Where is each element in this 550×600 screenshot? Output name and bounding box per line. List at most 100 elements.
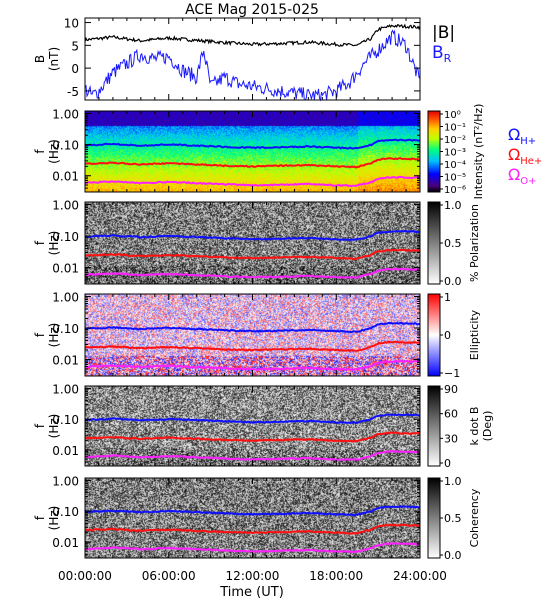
y-axis-label-line1: f	[33, 423, 47, 428]
legend-br-base: B	[432, 43, 444, 63]
y-tick-label: 10	[64, 17, 79, 31]
colorbar-tick-label: 0.5	[444, 237, 462, 250]
y-axis-label: f(Hz)	[33, 506, 61, 531]
x-tick-label: 00:00:00	[58, 569, 112, 583]
y-tick-label: 5	[71, 39, 79, 53]
y-tick-label: 1.00	[52, 474, 79, 488]
y-axis-label-line2: (nT)	[47, 47, 61, 71]
legend-br-sub: R	[444, 52, 452, 65]
y-axis-label-line1: f	[33, 332, 47, 337]
colorbar-tick-label: −1	[444, 367, 460, 380]
y-tick-label: 0.01	[52, 444, 79, 458]
legend-o-base: Ω	[508, 165, 520, 184]
y-axis-label-line1: f	[33, 515, 47, 520]
colorbar-label: Ellipticity	[468, 309, 481, 360]
legend-br: BR	[432, 43, 452, 65]
colorbar-tick-label: 60	[444, 408, 458, 421]
colorbar	[427, 293, 441, 377]
legend-o-plus: ΩO+	[508, 165, 536, 187]
colorbar-tick-label: 10⁻⁴	[444, 160, 466, 171]
y-tick-label: 0.10	[52, 413, 79, 427]
y-axis-label: f(Hz)	[33, 414, 61, 439]
y-tick-label: 0.01	[52, 170, 79, 184]
colorbar-tick-label: 0	[444, 329, 451, 342]
legend-h-base: Ω	[508, 125, 520, 144]
y-tick-label: 0.10	[52, 139, 79, 153]
legend-he-base: Ω	[508, 145, 520, 164]
y-tick-label: 0.01	[52, 354, 79, 368]
o-plus-gyrofrequency-line	[84, 175, 421, 188]
y-axis-label-line2: (Hz)	[47, 506, 61, 531]
colorbar-label: k dot B(Deg)	[468, 407, 494, 446]
spectrogram-image	[85, 478, 420, 558]
legend-h-sub: H+	[520, 136, 536, 147]
y-tick-label: 0.01	[52, 536, 79, 550]
he-plus-gyrofrequency-line	[84, 157, 421, 169]
he-plus-gyrofrequency-line	[84, 248, 421, 261]
y-tick-label: -5	[67, 85, 79, 99]
y-axis-label: f(Hz)	[33, 139, 61, 164]
colorbar-tick-label: 10⁰	[444, 110, 461, 121]
colorbar-label-line1: Ellipticity	[468, 309, 481, 360]
y-axis-label-line1: f	[33, 240, 47, 245]
y-axis-label-line2: (Hz)	[47, 139, 61, 164]
o-plus-gyrofrequency-line	[84, 542, 421, 554]
intensity-panel: 1.00 0.10 0.01 f(Hz) 10⁰ 10⁻¹10⁻² 10⁻³10⁻⁴ 10⁻⁵…	[33, 104, 485, 200]
colorbar-label: % Polarization	[468, 204, 481, 282]
colorbar	[427, 201, 441, 285]
colorbar-tick-label: 1.0	[444, 199, 462, 212]
y-axis-label-line2: (Hz)	[47, 323, 61, 348]
o-plus-gyrofrequency-line	[84, 359, 421, 371]
y-axis-label-line1: f	[33, 149, 47, 154]
y-axis-label-line1: B	[33, 55, 47, 63]
he-plus-gyrofrequency-line	[84, 340, 421, 353]
he-plus-gyrofrequency-line	[84, 523, 421, 535]
colorbar-label-line2: (Deg)	[481, 411, 494, 442]
colorbar	[427, 477, 441, 559]
y-tick-label: 0.01	[52, 262, 79, 276]
colorbar-label-line1: % Polarization	[468, 204, 481, 282]
legend-he-plus: ΩHe+	[508, 145, 542, 167]
legend-he-sub: He+	[520, 156, 542, 167]
colorbar-label-line1: Intensity (nT²/Hz)	[472, 104, 485, 200]
colorbar-label: Intensity (nT²/Hz)	[472, 104, 485, 200]
colorbar-tick-label: 10⁻³	[444, 148, 466, 159]
colorbar	[427, 110, 441, 193]
y-axis-label: f(Hz)	[33, 323, 61, 348]
kdotb-panel: 1.00 0.10 0.01 f(Hz) 90 60 30 0 k dot B(Deg)	[33, 382, 494, 470]
spectrogram-image	[85, 386, 420, 466]
colorbar-label-line1: k dot B	[468, 407, 481, 446]
y-tick-label: 1.00	[52, 290, 79, 304]
x-tick-label: 24:00:00	[393, 569, 447, 583]
chart-title: ACE Mag 2015-025	[185, 2, 319, 18]
colorbar-label-line1: Coherency	[468, 488, 481, 547]
y-tick-label: 1.00	[52, 107, 79, 121]
he-plus-gyrofrequency-line	[84, 431, 421, 443]
colorbar-tick-label: 10⁻²	[444, 135, 466, 146]
colorbar-tick-label: 1.0	[444, 475, 462, 488]
o-plus-gyrofrequency-line	[84, 267, 421, 280]
colorbar-tick-label: 10⁻⁶	[444, 185, 466, 196]
spectrogram-image	[85, 202, 420, 284]
x-tick-label: 06:00:00	[142, 569, 196, 583]
y-tick-label: 0.10	[52, 322, 79, 336]
colorbar-tick-label: 30	[444, 432, 458, 445]
colorbar-tick-label: 10⁻⁵	[444, 173, 466, 184]
h-plus-gyrofrequency-line	[84, 138, 421, 150]
h-plus-gyrofrequency-line	[84, 321, 421, 333]
y-tick-label: 1.00	[52, 198, 79, 212]
colorbar-tick-label: 0.5	[444, 512, 462, 525]
y-tick-label: 1.00	[52, 382, 79, 396]
plot-area	[85, 18, 420, 100]
b-field-panel: 10 5 0 -5 B(nT)	[33, 17, 421, 102]
h-plus-gyrofrequency-line	[84, 229, 421, 242]
y-axis-label-line2: (Hz)	[47, 414, 61, 439]
bmag-series-line	[84, 23, 421, 47]
br-series-line	[84, 29, 421, 102]
h-plus-gyrofrequency-line	[84, 505, 420, 517]
x-tick-label: 12:00:00	[226, 569, 280, 583]
spectrogram-image	[85, 111, 420, 192]
y-axis-label: f(Hz)	[33, 231, 61, 256]
y-tick-label: 0.10	[52, 505, 79, 519]
